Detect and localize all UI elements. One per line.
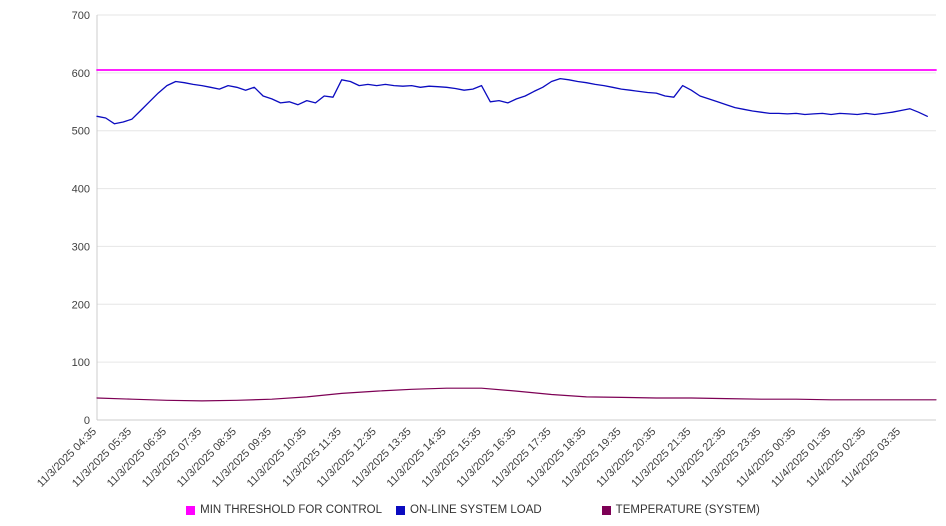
y-tick-label: 700 — [72, 10, 90, 22]
legend-item-min-threshold: MIN THRESHOLD FOR CONTROL — [186, 504, 382, 516]
x-tick-label: 11/3/2025 07:35 — [140, 426, 204, 490]
x-tick-label: 11/4/2025 00:35 — [734, 426, 798, 490]
x-tick-label: 11/3/2025 19:35 — [559, 426, 623, 490]
x-tick-label: 11/3/2025 15:35 — [419, 426, 483, 490]
y-tick-label: 500 — [72, 126, 90, 138]
x-tick-label: 11/4/2025 03:35 — [839, 426, 903, 490]
x-tick-label: 11/3/2025 08:35 — [175, 426, 239, 490]
x-tick-label: 11/3/2025 17:35 — [489, 426, 553, 490]
x-tick-label: 11/3/2025 18:35 — [524, 426, 588, 490]
y-tick-label: 0 — [84, 415, 90, 427]
x-tick-label: 11/3/2025 04:35 — [35, 426, 99, 490]
x-tick-label: 11/3/2025 13:35 — [350, 426, 414, 490]
series-temperature — [96, 387, 937, 402]
y-tick-label: 600 — [72, 68, 90, 80]
y-tick-label: 400 — [72, 184, 90, 196]
x-tick-label: 11/3/2025 10:35 — [245, 426, 309, 490]
legend-swatch-temperature — [601, 505, 611, 515]
x-tick-label: 11/3/2025 05:35 — [70, 426, 134, 490]
chart-legend: MIN THRESHOLD FOR CONTROL ON-LINE SYSTEM … — [0, 499, 946, 521]
legend-item-temperature: TEMPERATURE (SYSTEM) — [601, 504, 760, 516]
series-system-load — [96, 77, 928, 125]
legend-label-system-load: ON-LINE SYSTEM LOAD — [410, 504, 542, 516]
x-tick-label: 11/3/2025 22:35 — [664, 426, 728, 490]
legend-swatch-min-threshold — [186, 505, 196, 515]
legend-item-system-load: ON-LINE SYSTEM LOAD — [396, 504, 542, 516]
x-tick-label: 11/3/2025 14:35 — [385, 426, 449, 490]
x-tick-label: 11/3/2025 06:35 — [105, 426, 169, 490]
x-tick-label: 11/3/2025 12:35 — [315, 426, 379, 490]
x-tick-label: 11/3/2025 20:35 — [594, 426, 658, 490]
legend-label-temperature: TEMPERATURE (SYSTEM) — [615, 504, 760, 516]
x-tick-label: 11/3/2025 09:35 — [210, 426, 274, 490]
legend-swatch-system-load — [396, 505, 406, 515]
y-tick-label: 300 — [72, 241, 90, 253]
legend-label-min-threshold: MIN THRESHOLD FOR CONTROL — [200, 504, 383, 516]
x-tick-label: 11/4/2025 02:35 — [804, 426, 868, 490]
x-tick-label: 11/3/2025 21:35 — [629, 426, 693, 490]
x-tick-label: 11/3/2025 23:35 — [699, 426, 763, 490]
y-tick-label: 100 — [72, 357, 90, 369]
x-tick-label: 11/4/2025 01:35 — [769, 426, 833, 490]
x-tick-label: 11/3/2025 16:35 — [454, 426, 518, 490]
y-tick-label: 200 — [72, 299, 90, 311]
